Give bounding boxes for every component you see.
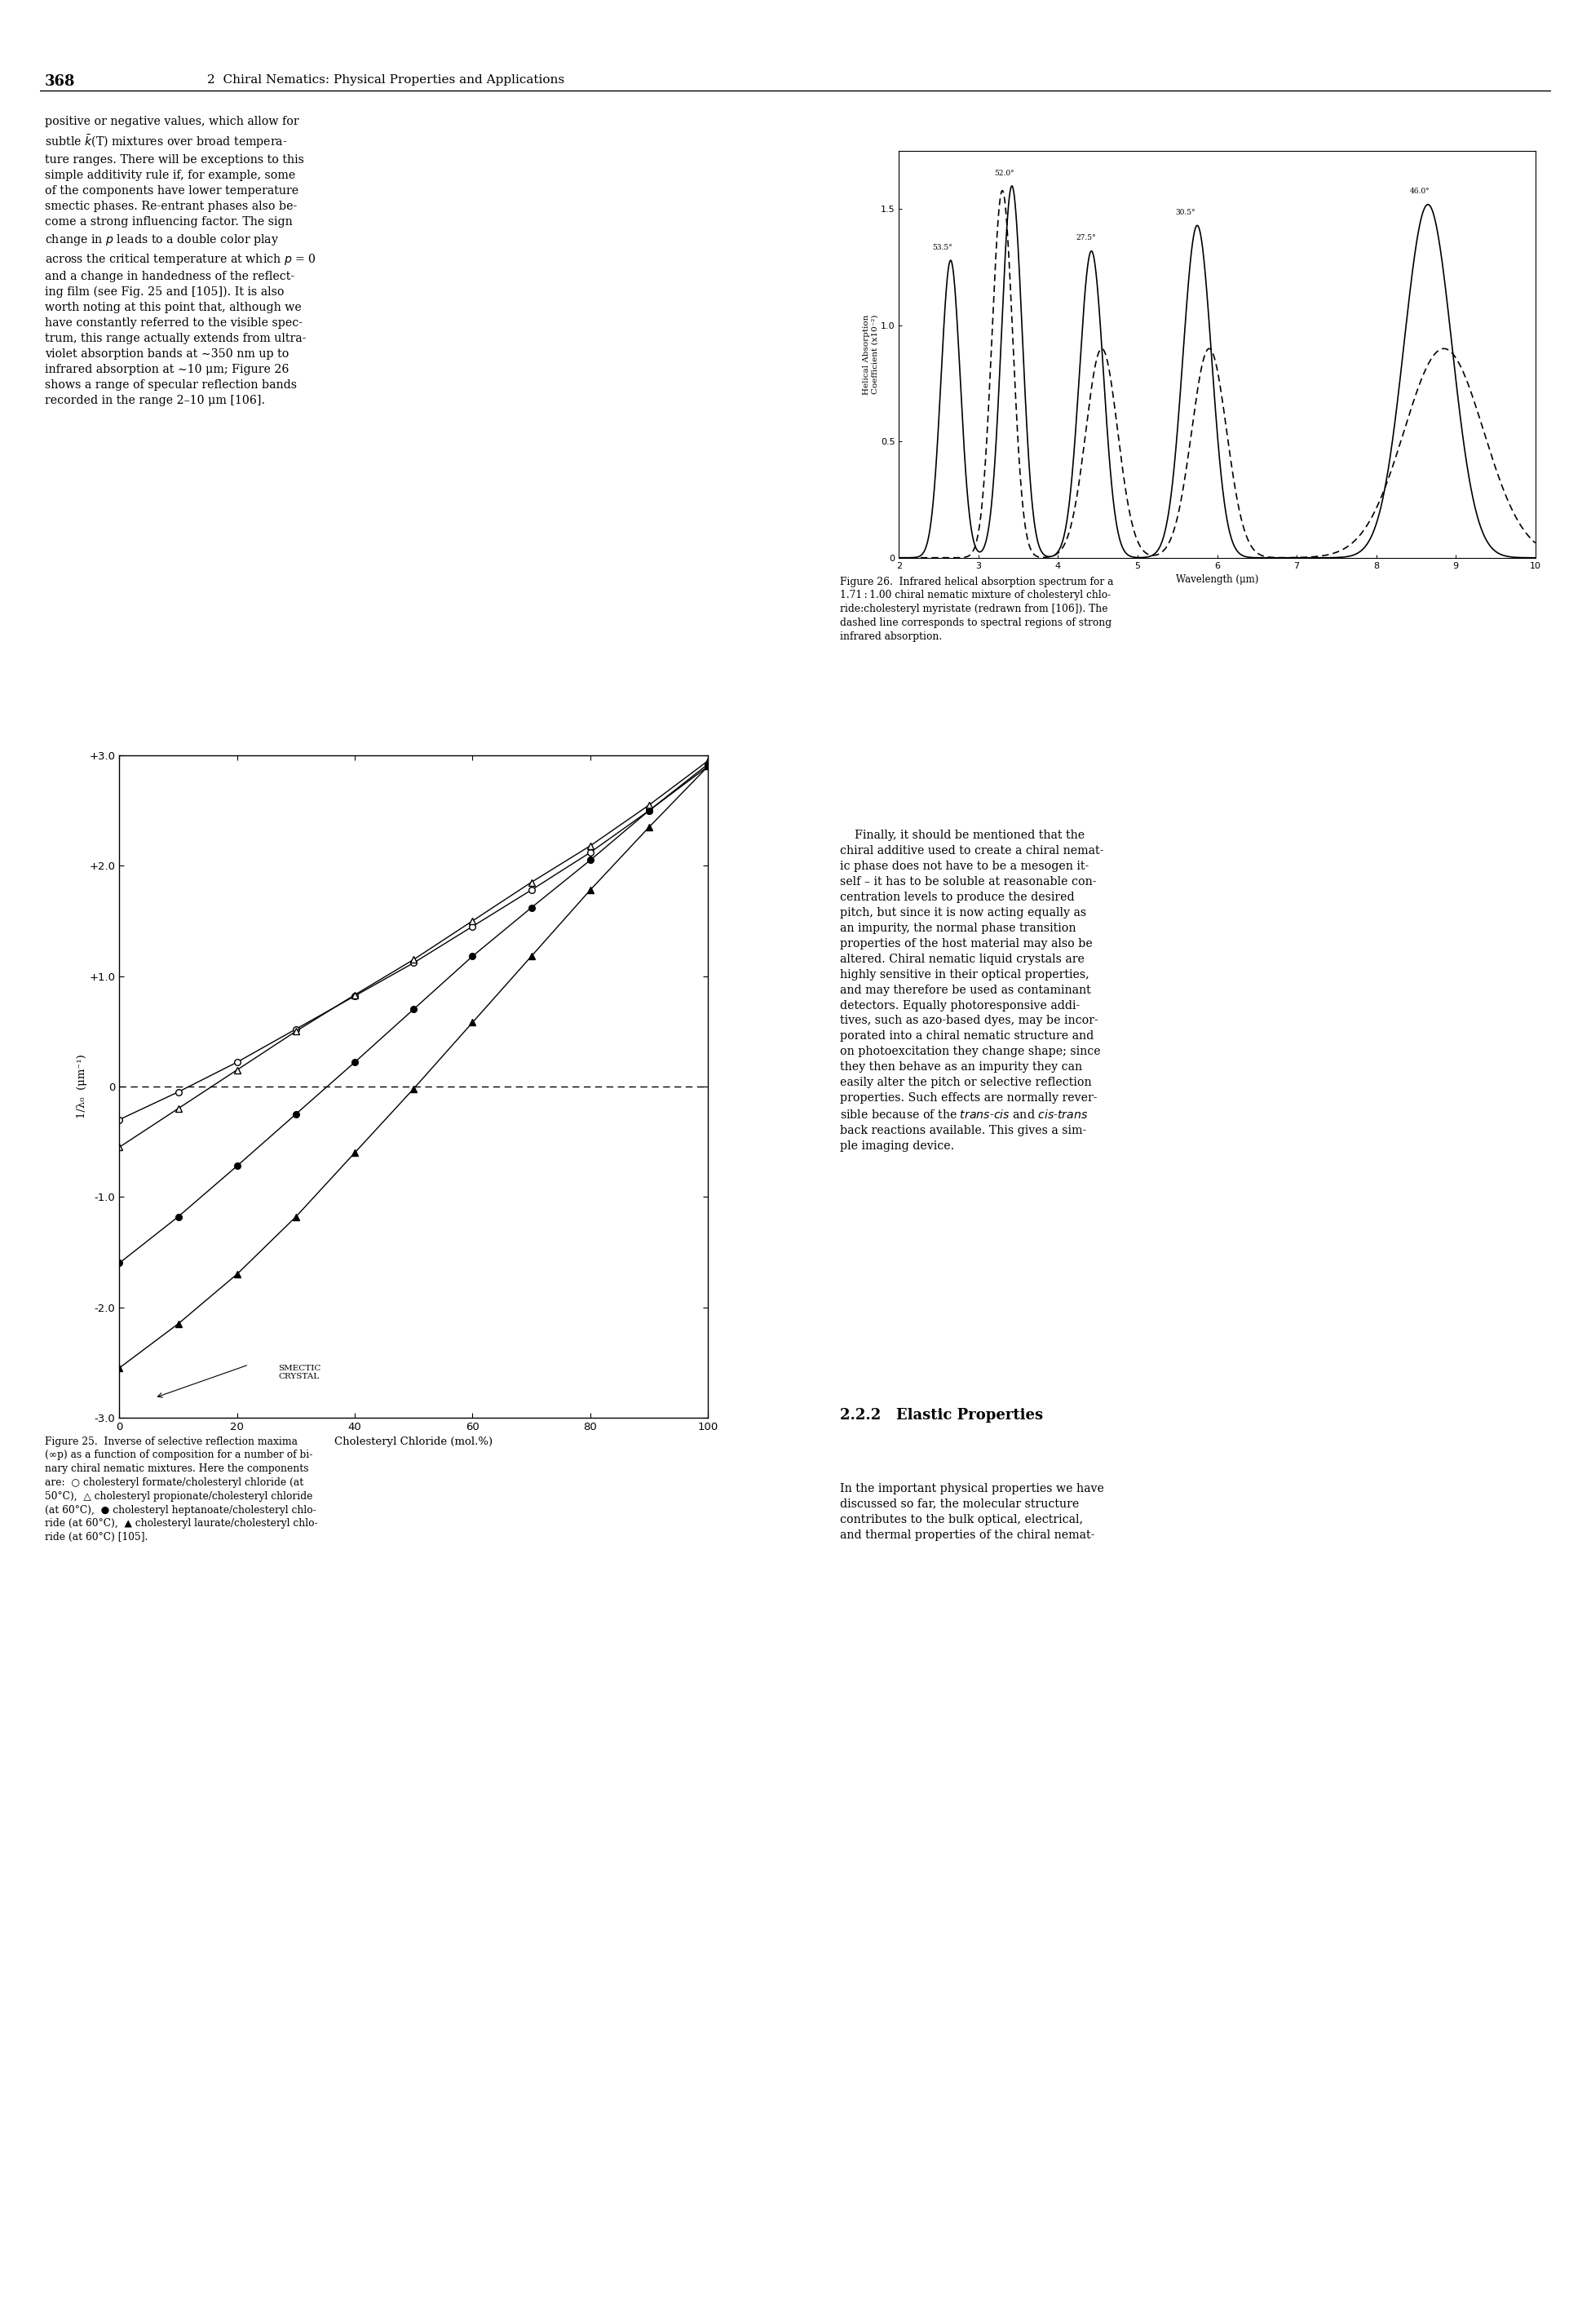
Text: 53.5°: 53.5° — [932, 244, 953, 251]
Text: In the important physical properties we have
discussed so far, the molecular str: In the important physical properties we … — [840, 1483, 1104, 1541]
Y-axis label: 1/λ₀  (μm⁻¹): 1/λ₀ (μm⁻¹) — [76, 1055, 88, 1118]
Text: Figure 26.  Infrared helical absorption spectrum for a
1.71 : 1.00 chiral nemati: Figure 26. Infrared helical absorption s… — [840, 576, 1114, 641]
Text: 52.0°: 52.0° — [994, 170, 1013, 177]
Text: 2  Chiral Nematics: Physical Properties and Applications: 2 Chiral Nematics: Physical Properties a… — [207, 74, 565, 86]
Text: Figure 25.  Inverse of selective reflection maxima
(∞p) as a function of composi: Figure 25. Inverse of selective reflecti… — [45, 1436, 318, 1543]
Text: 27.5°: 27.5° — [1076, 235, 1096, 242]
Text: positive or negative values, which allow for
subtle $\bar{k}$(T) mixtures over b: positive or negative values, which allow… — [45, 116, 317, 407]
X-axis label: Wavelength (μm): Wavelength (μm) — [1176, 574, 1258, 586]
Y-axis label: Helical Absorption
Coefficient (x10⁻²): Helical Absorption Coefficient (x10⁻²) — [862, 314, 878, 395]
Text: 46.0°: 46.0° — [1410, 188, 1430, 195]
Text: 30.5°: 30.5° — [1176, 209, 1195, 216]
Text: Finally, it should be mentioned that the
chiral additive used to create a chiral: Finally, it should be mentioned that the… — [840, 830, 1104, 1150]
Text: 2.2.2   Elastic Properties: 2.2.2 Elastic Properties — [840, 1408, 1044, 1422]
Text: SMECTIC
CRYSTAL: SMECTIC CRYSTAL — [278, 1364, 321, 1380]
Text: 368: 368 — [45, 74, 75, 88]
X-axis label: Cholesteryl Chloride (mol.%): Cholesteryl Chloride (mol.%) — [334, 1436, 493, 1448]
